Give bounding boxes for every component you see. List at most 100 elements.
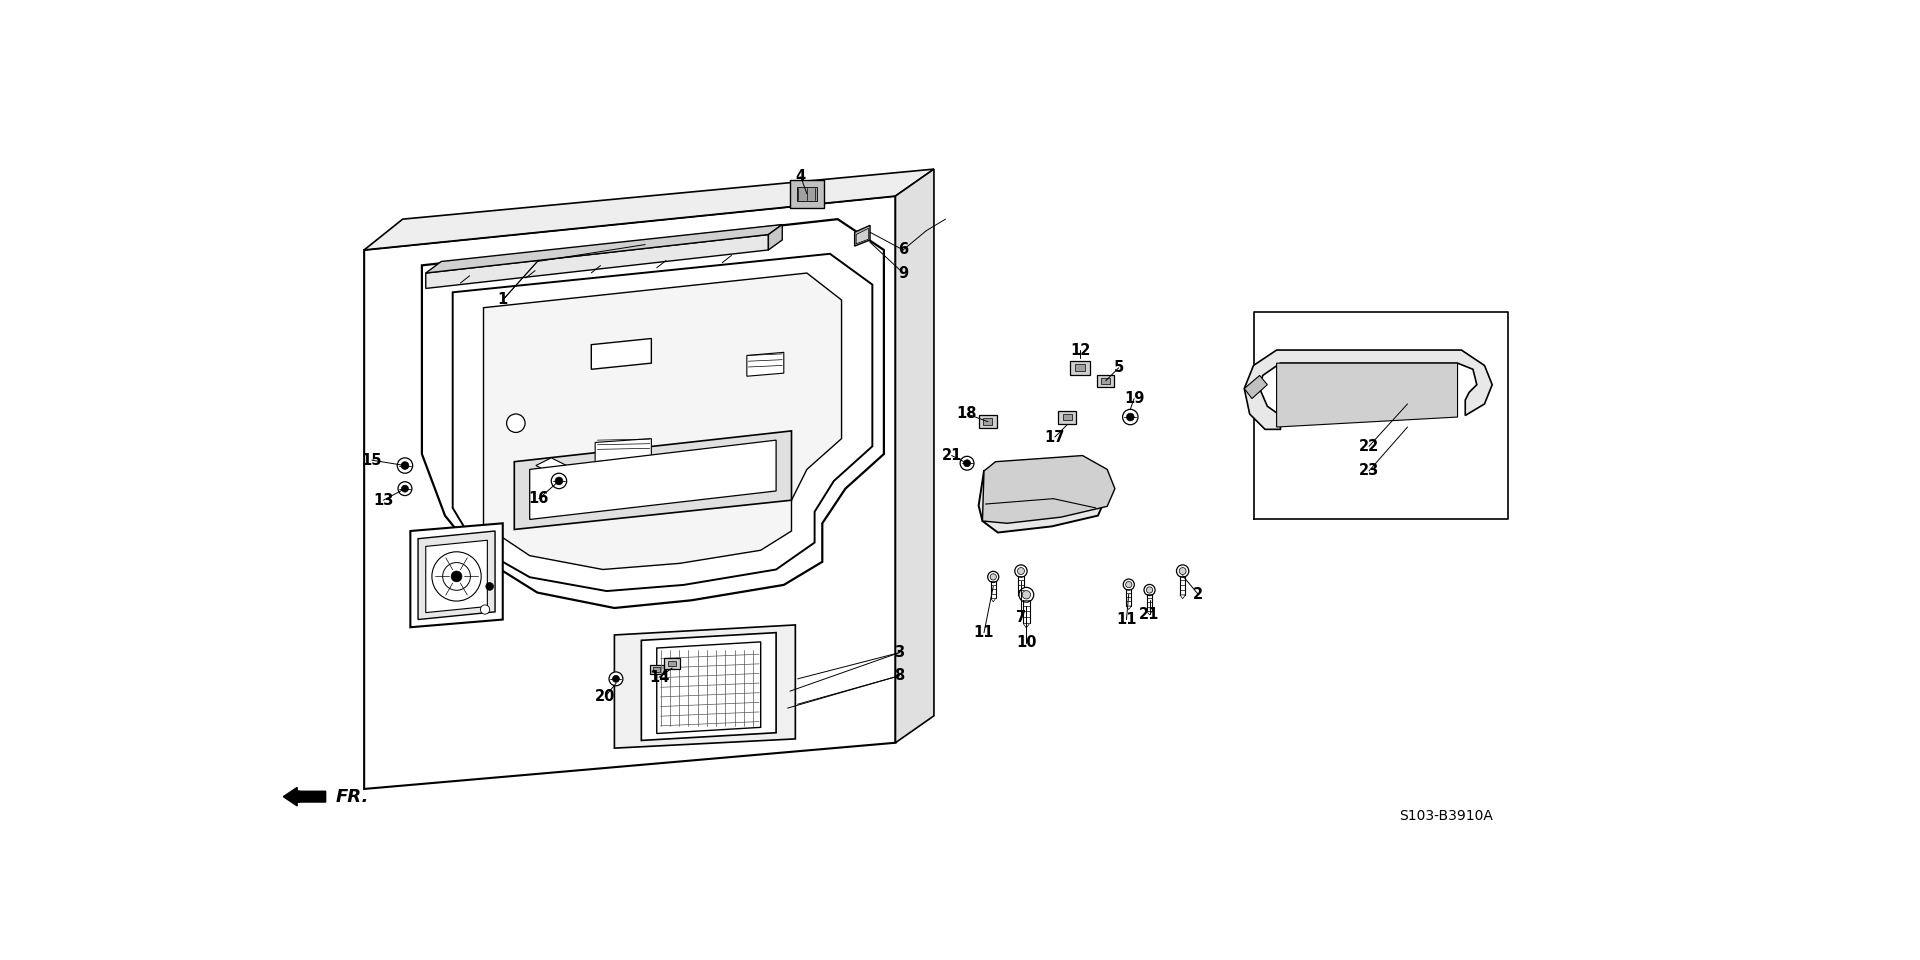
Polygon shape: [991, 598, 996, 602]
Polygon shape: [895, 169, 933, 743]
Polygon shape: [426, 225, 781, 273]
Text: 4: 4: [795, 169, 806, 184]
Circle shape: [480, 605, 490, 614]
Text: S103-B3910A: S103-B3910A: [1400, 809, 1494, 823]
Circle shape: [1127, 413, 1135, 420]
Circle shape: [991, 574, 996, 580]
Circle shape: [397, 458, 413, 473]
Polygon shape: [419, 531, 495, 619]
Polygon shape: [1244, 375, 1267, 398]
Polygon shape: [1062, 414, 1071, 420]
FancyArrow shape: [284, 787, 326, 805]
Text: 9: 9: [899, 266, 908, 280]
Polygon shape: [653, 667, 660, 672]
Polygon shape: [1096, 375, 1114, 387]
Circle shape: [1144, 585, 1156, 595]
Text: FR.: FR.: [336, 787, 369, 805]
Polygon shape: [657, 642, 760, 733]
Polygon shape: [599, 487, 634, 504]
Circle shape: [612, 676, 620, 683]
Polygon shape: [365, 196, 895, 789]
Polygon shape: [614, 625, 795, 748]
Circle shape: [397, 482, 413, 495]
Polygon shape: [1018, 595, 1023, 599]
Polygon shape: [768, 225, 781, 250]
Text: 7: 7: [1016, 610, 1025, 625]
Circle shape: [1146, 587, 1152, 593]
Text: 15: 15: [361, 453, 382, 468]
Text: 6: 6: [899, 243, 908, 257]
Text: 2: 2: [1192, 587, 1204, 602]
Circle shape: [1123, 579, 1135, 590]
Circle shape: [1179, 567, 1187, 574]
Circle shape: [987, 571, 998, 583]
Polygon shape: [983, 456, 1116, 523]
Polygon shape: [797, 187, 818, 201]
Text: 13: 13: [372, 492, 394, 508]
Polygon shape: [1181, 595, 1185, 599]
Polygon shape: [1277, 363, 1457, 427]
Circle shape: [1020, 588, 1033, 602]
Polygon shape: [484, 273, 841, 569]
Circle shape: [401, 485, 409, 492]
Text: 10: 10: [1016, 636, 1037, 650]
Circle shape: [1177, 564, 1188, 577]
Polygon shape: [856, 228, 868, 244]
Circle shape: [1125, 582, 1133, 588]
Text: 18: 18: [956, 406, 977, 421]
Circle shape: [609, 672, 622, 685]
Circle shape: [401, 462, 409, 469]
Circle shape: [444, 563, 470, 590]
Polygon shape: [854, 226, 870, 246]
Polygon shape: [515, 431, 791, 530]
Circle shape: [964, 460, 970, 467]
Text: 23: 23: [1359, 464, 1379, 478]
Text: 1: 1: [497, 293, 509, 307]
Text: 22: 22: [1359, 439, 1379, 454]
Circle shape: [486, 583, 493, 590]
Polygon shape: [1127, 606, 1131, 610]
Polygon shape: [641, 633, 776, 740]
Polygon shape: [1075, 364, 1085, 372]
Polygon shape: [668, 660, 676, 666]
Polygon shape: [1023, 623, 1029, 628]
Polygon shape: [426, 234, 768, 288]
Polygon shape: [664, 658, 680, 669]
Polygon shape: [979, 465, 1106, 533]
Polygon shape: [1146, 612, 1152, 615]
Polygon shape: [1069, 361, 1091, 374]
Polygon shape: [536, 458, 566, 473]
Polygon shape: [453, 253, 872, 591]
Polygon shape: [591, 339, 651, 370]
Circle shape: [551, 473, 566, 489]
Circle shape: [507, 414, 524, 432]
Text: 3: 3: [895, 645, 904, 660]
Polygon shape: [1244, 350, 1492, 429]
Text: 21: 21: [941, 448, 962, 463]
Circle shape: [1021, 590, 1031, 599]
Polygon shape: [979, 415, 996, 428]
Text: 5: 5: [1114, 360, 1123, 375]
Text: 14: 14: [649, 670, 670, 684]
Circle shape: [1123, 409, 1139, 424]
Text: 21: 21: [1139, 607, 1160, 622]
Circle shape: [1018, 567, 1025, 574]
Circle shape: [960, 456, 973, 470]
Polygon shape: [747, 352, 783, 376]
Circle shape: [451, 571, 463, 582]
Text: 12: 12: [1069, 343, 1091, 357]
Text: 20: 20: [595, 689, 614, 704]
Polygon shape: [530, 440, 776, 519]
Text: 19: 19: [1123, 391, 1144, 406]
Circle shape: [555, 477, 563, 485]
Polygon shape: [411, 523, 503, 627]
Polygon shape: [365, 169, 933, 250]
Polygon shape: [426, 540, 488, 612]
Text: 17: 17: [1044, 429, 1066, 444]
Polygon shape: [595, 439, 651, 462]
Circle shape: [432, 552, 482, 601]
Text: 16: 16: [528, 492, 549, 506]
Text: 8: 8: [895, 668, 904, 684]
Polygon shape: [789, 180, 824, 207]
Text: 11: 11: [1116, 612, 1137, 627]
